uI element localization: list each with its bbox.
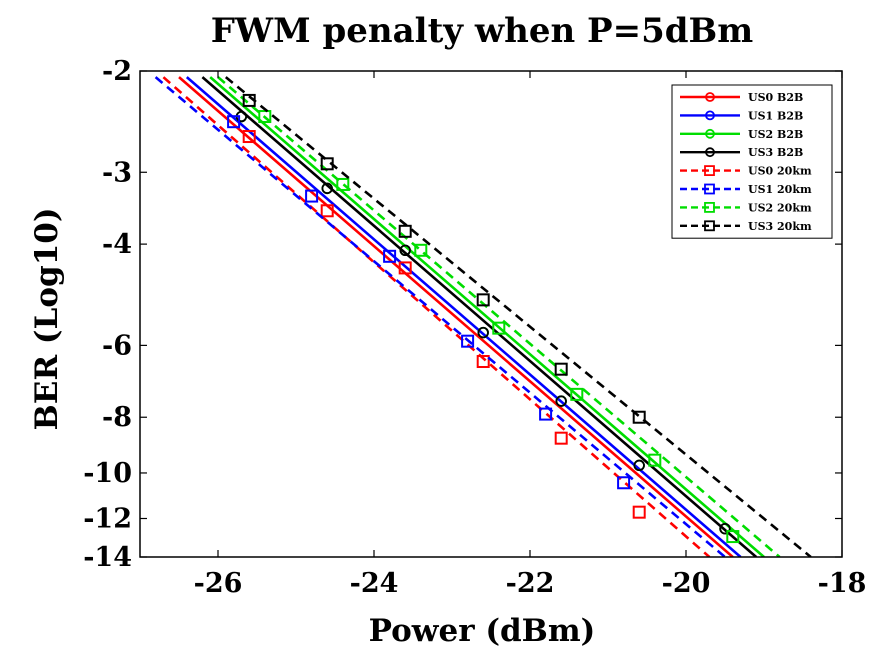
- legend-label: US3 B2B: [748, 146, 803, 159]
- legend-marker: [704, 165, 715, 177]
- y-tick-label: -12: [83, 504, 132, 535]
- legend-marker: [705, 128, 715, 139]
- data-point: [648, 453, 662, 467]
- data-point: [617, 476, 631, 490]
- chart-title: FWM penalty when P=5dBm: [211, 11, 754, 51]
- x-axis-label: Power (dBm): [369, 613, 596, 647]
- legend-label: US2 B2B: [748, 128, 803, 141]
- data-point: [305, 189, 319, 203]
- data-point: [399, 244, 411, 256]
- data-point: [242, 130, 256, 144]
- y-tick-label: -3: [102, 157, 132, 188]
- y-tick-label: -6: [102, 330, 132, 361]
- y-tick-label: -8: [102, 402, 132, 433]
- data-point: [554, 431, 568, 445]
- series-line-3: [201, 76, 758, 557]
- data-point: [554, 362, 568, 376]
- legend-marker: [704, 220, 715, 232]
- data-point: [414, 243, 428, 257]
- legend-label: US1 B2B: [748, 109, 803, 122]
- series-line-4: [162, 76, 711, 557]
- data-point: [492, 321, 506, 335]
- plot-frame: [139, 70, 843, 558]
- y-tick-label: -14: [83, 542, 132, 573]
- data-point: [555, 395, 567, 407]
- legend-label: US2 20km: [748, 201, 812, 214]
- data-point: [726, 530, 740, 544]
- series-line-2: [209, 76, 765, 557]
- legend-label: US0 B2B: [748, 91, 803, 104]
- data-point: [539, 407, 553, 421]
- series-group: [154, 76, 812, 557]
- data-point: [570, 387, 584, 401]
- series-line-0: [178, 76, 734, 557]
- x-tick-label: -24: [350, 568, 399, 599]
- data-point: [227, 115, 241, 129]
- data-point: [320, 157, 334, 171]
- data-point: [719, 522, 731, 535]
- legend: US0 B2B US1 B2B US2 B2B US3 B2B US0 20km US1 …: [671, 84, 833, 239]
- legend-box: [671, 84, 833, 239]
- data-point: [476, 293, 490, 307]
- series-line-1: [185, 76, 742, 557]
- y-tick-label: -4: [102, 229, 132, 260]
- y-axis-label: BER (Log10): [29, 207, 65, 430]
- data-point: [321, 182, 333, 195]
- data-point: [258, 110, 272, 124]
- legend-marker: [705, 147, 715, 158]
- data-point: [461, 334, 475, 348]
- legend-label: US3 20km: [748, 220, 812, 233]
- data-point: [398, 224, 412, 238]
- series-line-5: [154, 76, 726, 557]
- x-tick-label: -20: [662, 568, 711, 599]
- axes: -26 -24 -22 -20 -18 -2 -3 -4 -6 -8 -10 -12 -14: [83, 56, 866, 599]
- y-tick-label: -2: [102, 56, 132, 87]
- legend-marker: [704, 183, 715, 195]
- data-point: [632, 410, 646, 424]
- legend-marker: [705, 92, 715, 102]
- data-point: [383, 249, 397, 263]
- data-point: [398, 261, 412, 275]
- x-tick-label: -26: [194, 568, 243, 599]
- legend-label: US0 20km: [748, 165, 812, 178]
- data-point: [633, 459, 645, 472]
- legend-marker: [705, 110, 715, 121]
- data-point: [477, 326, 489, 339]
- data-point: [242, 93, 256, 107]
- legend-marker: [704, 201, 715, 213]
- data-point: [320, 204, 334, 218]
- x-tick-label: -22: [506, 568, 555, 599]
- plot-area: [154, 76, 812, 557]
- x-tick-label: -18: [818, 568, 867, 599]
- legend-label: US1 20km: [748, 183, 812, 196]
- data-point: [336, 177, 350, 191]
- data-point: [476, 355, 490, 369]
- series-line-6: [217, 76, 781, 557]
- y-tick-label: -10: [83, 458, 132, 489]
- data-point: [632, 505, 646, 519]
- series-line-7: [224, 76, 812, 557]
